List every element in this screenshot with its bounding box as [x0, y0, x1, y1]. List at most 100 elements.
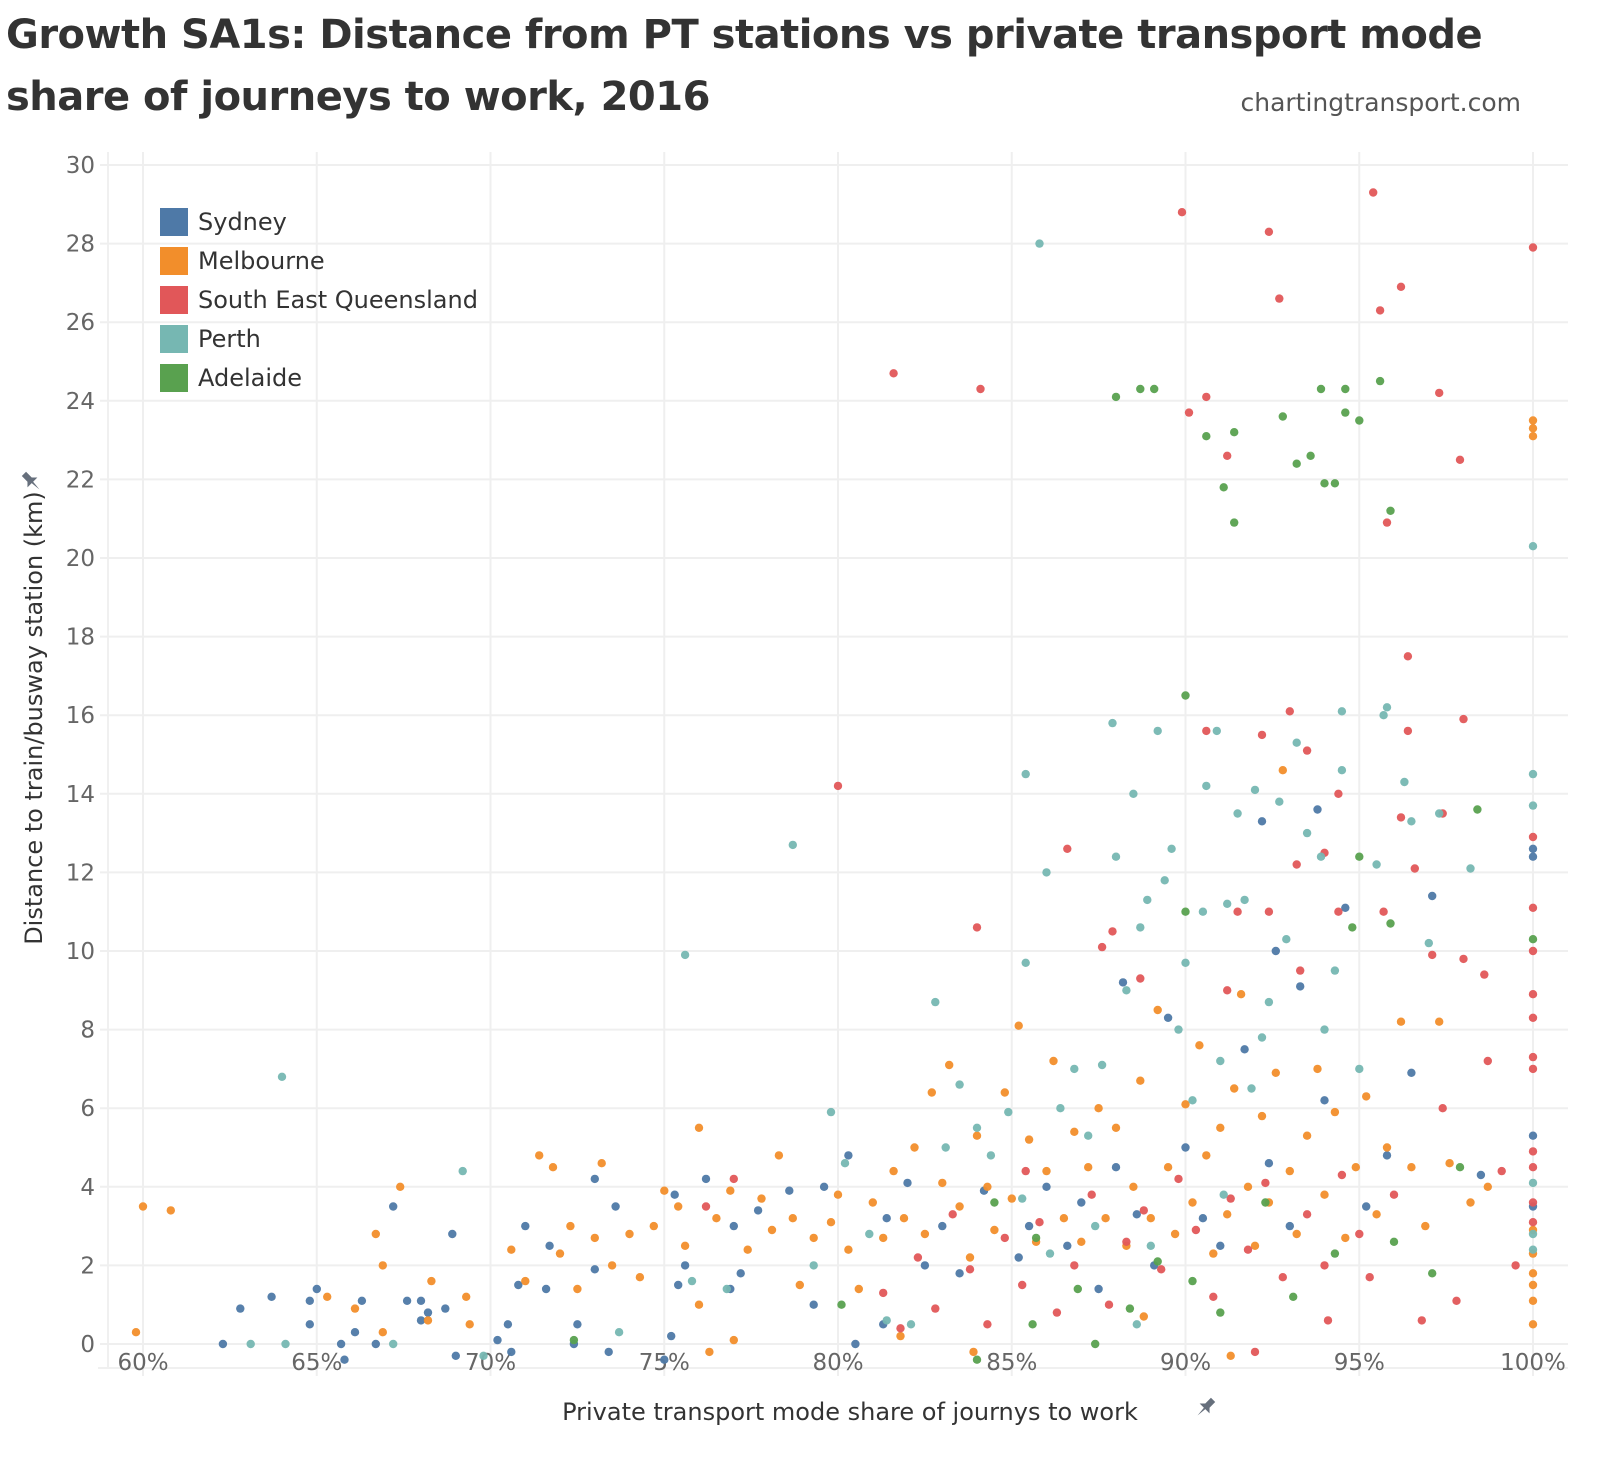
point-perth[interactable] — [1143, 895, 1152, 905]
point-sydney[interactable] — [514, 1280, 523, 1290]
point-perth[interactable] — [1223, 899, 1232, 908]
point-south-east-queensland[interactable] — [1528, 832, 1538, 842]
point-adelaide[interactable] — [1261, 1198, 1270, 1207]
point-south-east-queensland[interactable] — [1184, 408, 1194, 417]
point-south-east-queensland[interactable] — [1257, 730, 1267, 740]
point-south-east-queensland[interactable] — [1104, 1300, 1114, 1309]
point-south-east-queensland[interactable] — [1480, 970, 1489, 979]
point-adelaide[interactable] — [1528, 935, 1538, 944]
point-sydney[interactable] — [541, 1284, 551, 1294]
point-south-east-queensland[interactable] — [1382, 518, 1392, 527]
point-perth[interactable] — [1466, 864, 1475, 873]
point-perth[interactable] — [614, 1328, 624, 1337]
point-melbourne[interactable] — [1111, 1123, 1121, 1133]
point-perth[interactable] — [1316, 852, 1326, 861]
point-melbourne[interactable] — [1528, 1269, 1538, 1278]
point-melbourne[interactable] — [1136, 1076, 1145, 1085]
point-south-east-queensland[interactable] — [1403, 652, 1413, 661]
point-melbourne[interactable] — [1528, 424, 1538, 433]
point-south-east-queensland[interactable] — [976, 384, 985, 394]
point-sydney[interactable] — [1042, 1182, 1051, 1192]
point-sydney[interactable] — [1024, 1221, 1034, 1231]
point-south-east-queensland[interactable] — [1226, 1194, 1235, 1203]
point-melbourne[interactable] — [1059, 1214, 1069, 1223]
point-adelaide[interactable] — [1125, 1304, 1135, 1313]
point-melbourne[interactable] — [1285, 1166, 1295, 1176]
point-perth[interactable] — [1216, 1056, 1225, 1066]
point-melbourne[interactable] — [1271, 1068, 1281, 1078]
point-south-east-queensland[interactable] — [1070, 1261, 1079, 1270]
point-perth[interactable] — [1129, 789, 1138, 798]
point-perth[interactable] — [1202, 781, 1211, 791]
point-adelaide[interactable] — [1188, 1276, 1197, 1286]
point-perth[interactable] — [1021, 958, 1030, 967]
point-south-east-queensland[interactable] — [1528, 1064, 1538, 1074]
point-south-east-queensland[interactable] — [1000, 1233, 1009, 1243]
point-melbourne[interactable] — [795, 1280, 804, 1290]
point-south-east-queensland[interactable] — [1021, 1166, 1030, 1176]
point-melbourne[interactable] — [1188, 1198, 1197, 1207]
point-melbourne[interactable] — [465, 1320, 474, 1329]
point-adelaide[interactable] — [990, 1198, 999, 1207]
point-sydney[interactable] — [521, 1221, 530, 1231]
point-south-east-queensland[interactable] — [1223, 451, 1232, 460]
point-melbourne[interactable] — [1302, 1131, 1312, 1140]
point-south-east-queensland[interactable] — [1261, 1178, 1270, 1188]
point-south-east-queensland[interactable] — [948, 1210, 957, 1219]
point-melbourne[interactable] — [131, 1328, 141, 1337]
point-sydney[interactable] — [903, 1178, 912, 1188]
point-perth[interactable] — [246, 1339, 255, 1349]
point-south-east-queensland[interactable] — [913, 1253, 923, 1262]
point-south-east-queensland[interactable] — [896, 1324, 905, 1333]
point-melbourne[interactable] — [1435, 1017, 1444, 1026]
point-south-east-queensland[interactable] — [1483, 1056, 1493, 1066]
point-south-east-queensland[interactable] — [1365, 1273, 1374, 1282]
point-sydney[interactable] — [1476, 1170, 1486, 1180]
point-south-east-queensland[interactable] — [1459, 714, 1468, 724]
point-melbourne[interactable] — [1170, 1229, 1180, 1239]
point-perth[interactable] — [1282, 935, 1291, 944]
point-perth[interactable] — [389, 1339, 398, 1349]
point-perth[interactable] — [1320, 1025, 1329, 1034]
point-melbourne[interactable] — [521, 1276, 530, 1286]
point-melbourne[interactable] — [1146, 1214, 1156, 1223]
point-melbourne[interactable] — [809, 1233, 818, 1243]
legend-item-adelaide[interactable]: Adelaide — [160, 358, 478, 397]
point-adelaide[interactable] — [1341, 384, 1350, 394]
point-perth[interactable] — [687, 1276, 697, 1286]
point-sydney[interactable] — [1198, 1214, 1208, 1223]
point-adelaide[interactable] — [1181, 691, 1190, 700]
point-melbourne[interactable] — [1250, 1241, 1260, 1251]
point-south-east-queensland[interactable] — [1459, 954, 1468, 964]
point-melbourne[interactable] — [597, 1159, 606, 1168]
point-melbourne[interactable] — [969, 1347, 978, 1357]
point-melbourne[interactable] — [1216, 1123, 1225, 1133]
point-south-east-queensland[interactable] — [1455, 455, 1465, 464]
point-south-east-queensland[interactable] — [1403, 726, 1413, 736]
point-south-east-queensland[interactable] — [1355, 1229, 1364, 1239]
point-melbourne[interactable] — [889, 1166, 898, 1176]
point-melbourne[interactable] — [566, 1221, 575, 1231]
point-sydney[interactable] — [1428, 891, 1437, 901]
point-perth[interactable] — [809, 1261, 818, 1270]
point-melbourne[interactable] — [1257, 1111, 1267, 1121]
point-adelaide[interactable] — [1320, 479, 1329, 488]
point-melbourne[interactable] — [166, 1206, 175, 1215]
point-melbourne[interactable] — [1153, 1005, 1162, 1015]
point-south-east-queensland[interactable] — [1275, 294, 1284, 303]
point-sydney[interactable] — [785, 1186, 794, 1195]
point-south-east-queensland[interactable] — [1452, 1296, 1461, 1306]
point-sydney[interactable] — [503, 1320, 513, 1329]
point-south-east-queensland[interactable] — [1389, 1190, 1399, 1199]
point-adelaide[interactable] — [1230, 518, 1239, 527]
point-adelaide[interactable] — [1292, 459, 1301, 468]
point-perth[interactable] — [941, 1143, 950, 1152]
point-sydney[interactable] — [1181, 1143, 1190, 1152]
point-adelaide[interactable] — [1389, 1237, 1399, 1247]
point-south-east-queensland[interactable] — [1035, 1218, 1044, 1227]
point-melbourne[interactable] — [757, 1194, 766, 1203]
point-sydney[interactable] — [1063, 1241, 1072, 1251]
point-melbourne[interactable] — [694, 1300, 704, 1309]
point-south-east-queensland[interactable] — [1396, 282, 1406, 291]
point-south-east-queensland[interactable] — [1292, 860, 1301, 869]
